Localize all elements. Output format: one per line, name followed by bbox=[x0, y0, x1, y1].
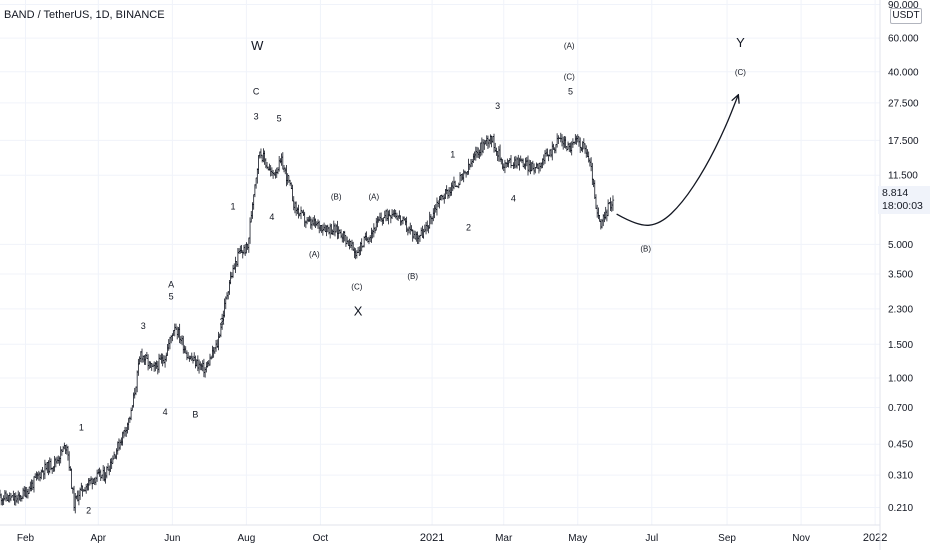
wave-label: Y bbox=[736, 35, 745, 50]
bar-countdown: 18:00:03 bbox=[882, 200, 923, 212]
x-tick-label: 2021 bbox=[420, 532, 444, 544]
x-tick-label: Mar bbox=[495, 533, 513, 544]
x-tick-label: Jun bbox=[164, 533, 180, 544]
wave-label: 2 bbox=[86, 506, 91, 516]
wave-label: 2 bbox=[220, 317, 225, 327]
wave-label: 3 bbox=[141, 321, 146, 331]
wave-label: 1 bbox=[231, 202, 236, 212]
wave-label: (A) bbox=[309, 250, 320, 259]
wave-label: (B) bbox=[407, 272, 418, 281]
wave-label: (C) bbox=[351, 283, 362, 292]
wave-annotations: W C 3 5 1 4 A 5 3 2 4 B 1 2 (B) (A) (A) (C) X (B) 1 2 3 4 (A) (C)… bbox=[79, 35, 746, 516]
candle bbox=[611, 195, 615, 211]
wave-label: 4 bbox=[511, 193, 516, 203]
x-tick-label: Nov bbox=[792, 533, 810, 544]
candle bbox=[70, 468, 73, 490]
y-tick-label: 60.000 bbox=[888, 34, 919, 45]
x-tick-label: Apr bbox=[91, 533, 107, 544]
chart-title: BAND / TetherUS, 1D, BINANCE bbox=[4, 9, 165, 21]
wave-label: 4 bbox=[163, 407, 168, 417]
y-tick-label: 17.500 bbox=[888, 136, 919, 147]
wave-label: 3 bbox=[254, 112, 259, 122]
y-tick-label: 40.000 bbox=[888, 67, 919, 78]
projection-curve bbox=[616, 96, 738, 226]
wave-label: 5 bbox=[568, 86, 573, 96]
wave-label: (B) bbox=[640, 244, 651, 253]
wave-label: (B) bbox=[331, 192, 342, 201]
y-tick-label: 5.000 bbox=[888, 240, 913, 251]
x-tick-label: Sep bbox=[718, 533, 736, 544]
x-tick-label: Jul bbox=[645, 533, 658, 544]
wave-label: (A) bbox=[369, 192, 380, 201]
grid bbox=[0, 0, 880, 525]
x-tick-label: Aug bbox=[238, 533, 256, 544]
last-price-tag: 8.814 18:00:03 bbox=[878, 186, 930, 214]
x-tick-label: Feb bbox=[17, 533, 35, 544]
wave-label: A bbox=[168, 279, 174, 289]
wave-label: W bbox=[251, 38, 264, 53]
y-tick-label: 3.500 bbox=[888, 269, 913, 280]
projection-arrow bbox=[616, 96, 738, 226]
wave-label: (C) bbox=[564, 72, 575, 81]
wave-label: 5 bbox=[277, 113, 282, 123]
wave-label: 1 bbox=[450, 150, 455, 160]
y-tick-label: 0.210 bbox=[888, 503, 913, 514]
wave-label: 5 bbox=[169, 291, 174, 301]
wave-label: C bbox=[253, 86, 260, 96]
wave-label: (C) bbox=[735, 68, 746, 77]
wave-label: X bbox=[354, 304, 363, 319]
wave-label: 1 bbox=[79, 423, 84, 433]
last-price: 8.814 bbox=[882, 187, 909, 199]
wave-label: 4 bbox=[269, 212, 274, 222]
currency-unit-label[interactable]: USDT bbox=[890, 8, 922, 24]
x-tick-label: Oct bbox=[313, 533, 329, 544]
x-tick-label: May bbox=[568, 533, 587, 544]
candles bbox=[0, 132, 615, 514]
y-tick-label: 0.450 bbox=[888, 440, 913, 451]
wave-label: 2 bbox=[466, 223, 471, 233]
y-tick-label: 1.500 bbox=[888, 340, 913, 351]
wave-label: (A) bbox=[564, 41, 575, 50]
y-tick-label: 90.000 bbox=[888, 0, 919, 11]
wave-label: B bbox=[192, 410, 198, 420]
y-tick-label: 0.700 bbox=[888, 403, 913, 414]
x-tick-label: 2022 bbox=[863, 532, 887, 544]
y-tick-label: 11.500 bbox=[888, 171, 918, 182]
y-tick-label: 1.000 bbox=[888, 373, 913, 384]
wave-label: 3 bbox=[495, 101, 500, 111]
y-tick-label: 0.310 bbox=[888, 471, 913, 482]
y-tick-label: 27.500 bbox=[888, 98, 919, 109]
y-tick-label: 2.300 bbox=[888, 304, 913, 315]
